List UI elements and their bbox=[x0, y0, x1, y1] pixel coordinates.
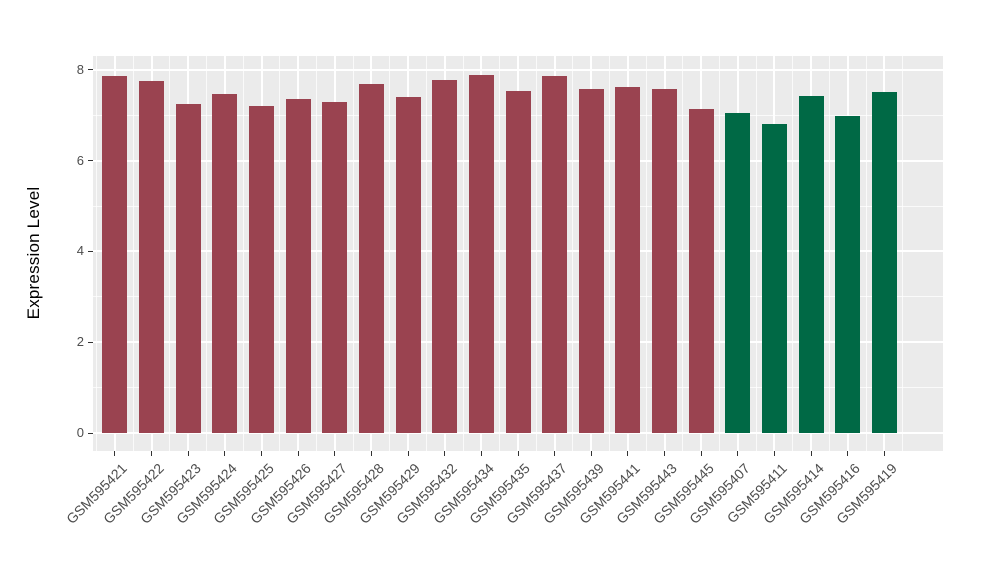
gridline-minor-v bbox=[682, 56, 684, 451]
x-tick-mark bbox=[554, 451, 556, 456]
x-tick-mark bbox=[114, 451, 116, 456]
plot-panel bbox=[93, 56, 943, 451]
gridline-minor-v bbox=[315, 56, 317, 451]
x-tick-mark bbox=[261, 451, 263, 456]
gridline-minor-v bbox=[792, 56, 794, 451]
gridline-minor-v bbox=[828, 56, 830, 451]
gridline-minor-v bbox=[499, 56, 501, 451]
gridline-minor-v bbox=[609, 56, 611, 451]
x-tick-mark bbox=[187, 451, 189, 456]
x-tick-mark bbox=[151, 451, 153, 456]
gridline-minor-v bbox=[132, 56, 134, 451]
bar bbox=[652, 89, 678, 434]
bar bbox=[761, 123, 787, 434]
x-tick-mark bbox=[370, 451, 372, 456]
gridline-minor-v bbox=[645, 56, 647, 451]
x-tick-mark bbox=[224, 451, 226, 456]
bar bbox=[615, 86, 641, 434]
bar bbox=[285, 99, 311, 434]
bar bbox=[542, 76, 568, 434]
bar bbox=[322, 101, 348, 434]
bar bbox=[688, 109, 714, 434]
gridline-minor-v bbox=[865, 56, 867, 451]
bar bbox=[505, 91, 531, 434]
x-tick-mark bbox=[700, 451, 702, 456]
y-tick-label: 6 bbox=[76, 152, 84, 168]
gridline-minor-v bbox=[206, 56, 208, 451]
bar bbox=[432, 79, 458, 434]
bar bbox=[249, 106, 275, 434]
y-tick-label: 4 bbox=[76, 243, 84, 259]
gridline-minor-v bbox=[462, 56, 464, 451]
gridline-minor-v bbox=[755, 56, 757, 451]
y-tick-label: 0 bbox=[76, 425, 84, 441]
y-tick-mark bbox=[88, 69, 93, 71]
gridline-minor-v bbox=[389, 56, 391, 451]
bar bbox=[798, 96, 824, 434]
gridline-minor-v bbox=[719, 56, 720, 451]
x-tick-mark bbox=[480, 451, 482, 456]
gridline-minor-v bbox=[425, 56, 427, 451]
gridline-minor-v bbox=[572, 56, 574, 451]
bar bbox=[358, 83, 384, 434]
bar bbox=[871, 91, 897, 434]
x-tick-mark bbox=[627, 451, 629, 456]
bar bbox=[578, 88, 604, 434]
x-tick-mark bbox=[664, 451, 666, 456]
x-tick-mark bbox=[737, 451, 739, 456]
y-tick-mark bbox=[88, 250, 93, 252]
x-tick-mark bbox=[883, 451, 885, 456]
bar bbox=[102, 76, 128, 434]
gridline-minor-v bbox=[352, 56, 354, 451]
y-tick-mark bbox=[88, 341, 93, 343]
x-tick-mark bbox=[773, 451, 775, 456]
x-tick-mark bbox=[334, 451, 336, 456]
bar bbox=[175, 104, 201, 434]
y-tick-label: 2 bbox=[76, 334, 84, 350]
y-tick-mark bbox=[88, 432, 93, 434]
bar bbox=[835, 116, 861, 434]
bar bbox=[212, 94, 238, 434]
y-tick-mark bbox=[88, 160, 93, 162]
gridline-minor-v bbox=[242, 56, 244, 451]
x-tick-mark bbox=[810, 451, 812, 456]
x-tick-mark bbox=[407, 451, 409, 456]
bar bbox=[395, 96, 421, 434]
gridline-minor-v bbox=[279, 56, 281, 451]
bar bbox=[139, 81, 165, 434]
bar bbox=[468, 74, 494, 434]
gridline-minor-v bbox=[902, 56, 904, 451]
x-tick-mark bbox=[297, 451, 299, 456]
gridline-minor-v bbox=[535, 56, 537, 451]
gridline-minor-v bbox=[96, 56, 98, 451]
y-tick-label: 8 bbox=[76, 61, 84, 77]
gridline-minor-v bbox=[169, 56, 171, 451]
x-tick-mark bbox=[847, 451, 849, 456]
x-tick-mark bbox=[517, 451, 519, 456]
bar bbox=[725, 112, 751, 434]
x-tick-mark bbox=[590, 451, 592, 456]
x-tick-mark bbox=[444, 451, 446, 456]
